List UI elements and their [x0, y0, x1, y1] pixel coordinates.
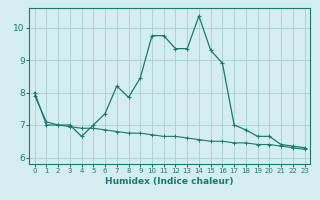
- X-axis label: Humidex (Indice chaleur): Humidex (Indice chaleur): [105, 177, 234, 186]
